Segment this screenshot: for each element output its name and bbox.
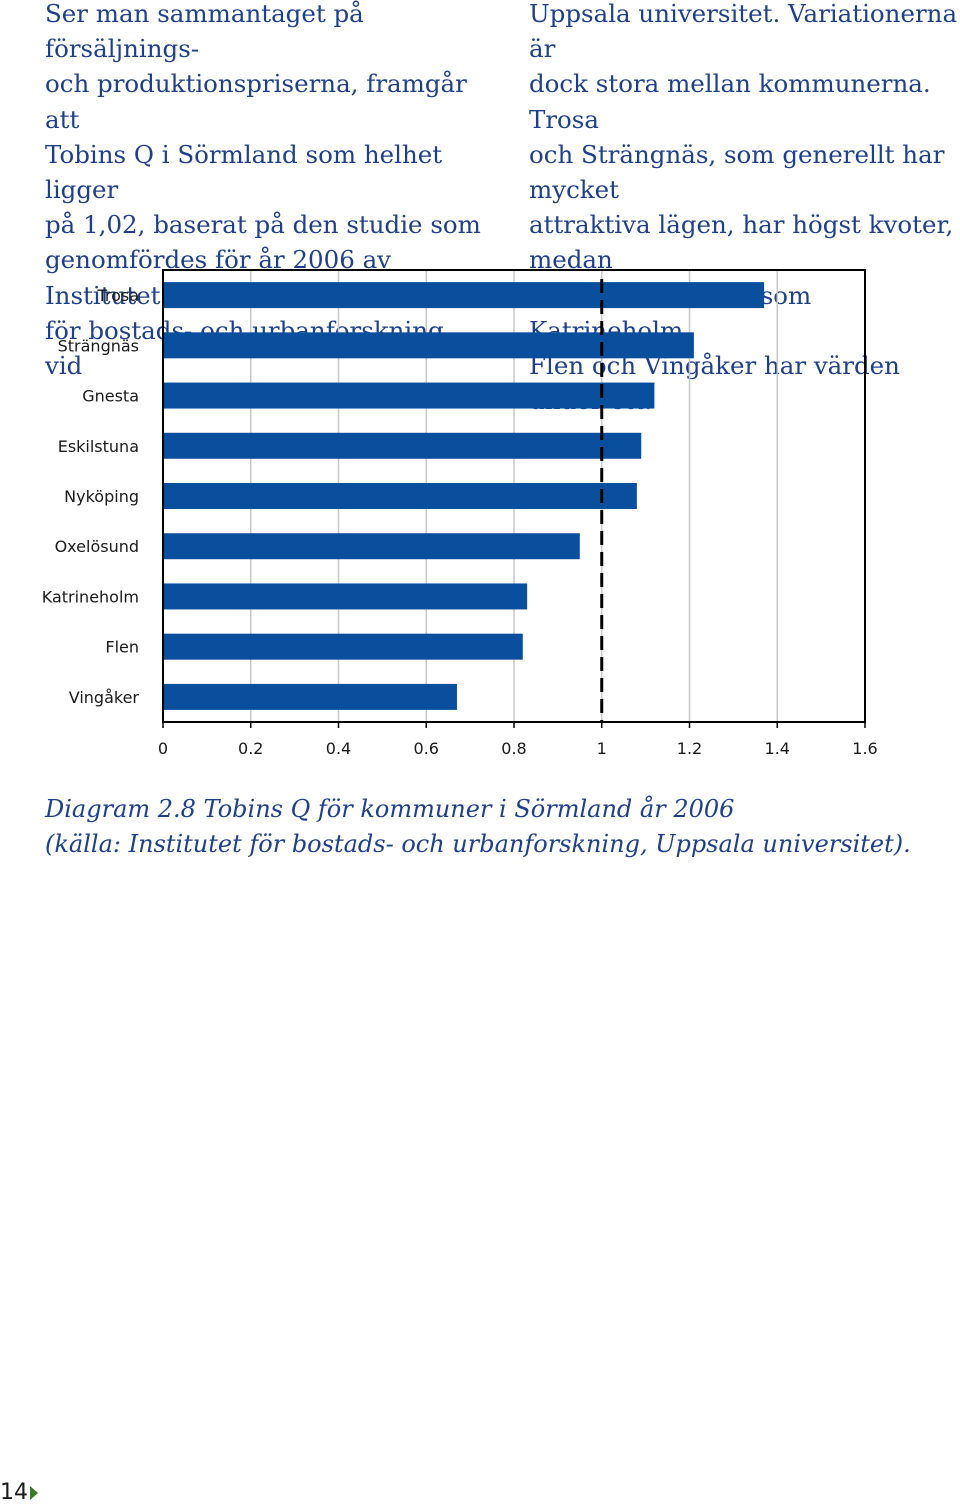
- category-label: Nyköping: [64, 487, 139, 506]
- page-number: 14: [0, 1480, 28, 1505]
- x-tick-label: 0.4: [326, 739, 351, 758]
- category-label: Strängnäs: [58, 336, 139, 355]
- label-layer: 0 0.2 0.4 0.6 0.8 1 1.2 1.4 1.6 Trosa Strängnäs Gne…: [42, 286, 878, 758]
- bar: [163, 533, 580, 560]
- x-tick-label: 0.2: [238, 739, 263, 758]
- category-label: Trosa: [96, 286, 139, 305]
- category-label: Katrineholm: [42, 587, 139, 606]
- category-label: Gnesta: [82, 387, 139, 406]
- x-tick-label: 1.4: [765, 739, 790, 758]
- x-tick-label: 1.2: [677, 739, 702, 758]
- axis-layer: [162, 269, 866, 728]
- x-tick-label: 1: [597, 739, 607, 758]
- category-label: Eskilstuna: [58, 437, 139, 456]
- x-tick-label: 1.6: [852, 739, 877, 758]
- bar: [163, 633, 523, 660]
- figure-caption: Diagram 2.8 Tobins Q för kommuner i Sörm…: [45, 792, 925, 862]
- x-tick-label: 0.6: [414, 739, 439, 758]
- x-tick-label: 0.8: [501, 739, 526, 758]
- category-label: Oxelösund: [55, 537, 139, 556]
- bar: [163, 282, 765, 309]
- bar-layer: [163, 282, 765, 710]
- category-label: Flen: [105, 638, 139, 657]
- bar: [163, 483, 637, 509]
- bar: [163, 382, 655, 409]
- x-tick-label: 0: [158, 739, 168, 758]
- plot-frame: [162, 269, 866, 723]
- bar: [163, 432, 642, 459]
- bar: [163, 683, 457, 710]
- tobins-q-bar-chart: 0 0.2 0.4 0.6 0.8 1 1.2 1.4 1.6 Trosa Strängnäs Gne…: [42, 269, 878, 758]
- caption-line-2: (källa: Institutet för bostads- och urba…: [45, 830, 911, 858]
- bar: [163, 583, 528, 610]
- category-label: Vingåker: [69, 688, 140, 707]
- page-arrow-icon: [30, 1486, 38, 1500]
- bar: [163, 332, 694, 359]
- caption-line-1: Diagram 2.8 Tobins Q för kommuner i Sörm…: [45, 795, 735, 823]
